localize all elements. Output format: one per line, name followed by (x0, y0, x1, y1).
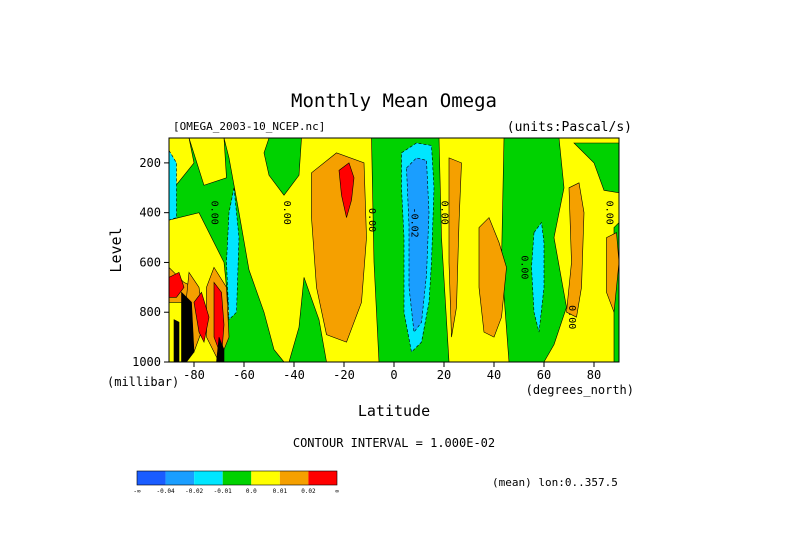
file-label: [OMEGA_2003-10_NCEP.nc] (173, 120, 325, 133)
contour-label: -0.02 (409, 208, 420, 238)
contour-region-25 (173, 319, 180, 363)
x-axis-unit: (degrees_north) (526, 383, 634, 397)
x-axis-title: Latitude (358, 402, 430, 420)
y-axis-title: Level (107, 227, 125, 272)
x-tick-label: 80 (587, 368, 601, 382)
contour-region-23 (193, 291, 210, 344)
colorbar-swatch (279, 471, 309, 485)
contour-region-21 (338, 162, 355, 218)
average-note: (mean) lon:0..357.5 (492, 476, 618, 489)
contour-regions (168, 137, 620, 363)
x-tick-label: 60 (537, 368, 551, 382)
contour-labels: 0.00 0.00 0.00 -0.02 0.00 0.00 0.00 0.00 (209, 201, 615, 330)
y-tick-label: 200 (139, 156, 161, 170)
colorbar-label: -0.02 (185, 488, 203, 495)
contour-label: 0.00 (439, 201, 450, 225)
x-tick-label: -60 (233, 368, 255, 382)
x-tick-label: 20 (437, 368, 451, 382)
contour-label: 0.00 (366, 208, 377, 232)
x-axis: -80 -60 -40 -20 0 20 40 60 80 (183, 362, 601, 382)
colorbar-swatch (137, 471, 166, 485)
colorbar-label: 0.02 (301, 488, 316, 495)
colorbar-frame (136, 470, 338, 486)
contour-region-26 (181, 291, 195, 363)
contour-region-13 (311, 152, 367, 343)
units-label: (units:Pascal/s) (507, 120, 632, 135)
x-tick-label: -40 (283, 368, 305, 382)
x-tick-label: -80 (183, 368, 205, 382)
colorbar-label: ∞ (335, 488, 339, 495)
colorbar-label: 0.0 (246, 488, 257, 495)
colorbar-swatch (165, 471, 195, 485)
colorbar-label: -0.01 (214, 488, 232, 495)
y-tick-label: 1000 (132, 355, 161, 369)
y-axis: 200 400 600 800 1000 (132, 156, 169, 369)
colorbar: -∞ -0.04 -0.02 -0.01 0.0 0.01 0.02 ∞ (133, 470, 339, 495)
y-tick-label: 600 (139, 255, 161, 269)
contour-region-24 (213, 281, 225, 358)
contour-region-20 (606, 232, 620, 313)
contour-region-5 (573, 142, 620, 194)
colorbar-swatch (308, 471, 337, 485)
contour-region-30 (531, 221, 545, 333)
contour-label: 0.00 (604, 201, 615, 225)
contour-region-10 (168, 149, 177, 221)
colorbar-swatch (222, 471, 252, 485)
contour-label: 0.00 (566, 305, 577, 329)
x-tick-label: -20 (333, 368, 355, 382)
contour-region-19 (566, 182, 585, 318)
contour-region-17 (448, 157, 462, 338)
colorbar-label: 0.01 (273, 488, 288, 495)
colorbar-label: -0.04 (157, 488, 175, 495)
x-tick-label: 40 (487, 368, 501, 382)
contour-region-29 (406, 157, 430, 333)
colorbar-swatch (194, 471, 223, 485)
contour-label: 0.00 (519, 255, 530, 279)
contour-label: 0.00 (281, 201, 292, 225)
colorbar-swatch (251, 471, 280, 485)
contour-interval-text: CONTOUR INTERVAL = 1.000E-02 (293, 436, 495, 450)
colorbar-label: -∞ (133, 488, 141, 495)
plot-area: 0.00 0.00 0.00 -0.02 0.00 0.00 0.00 0.00 (168, 137, 620, 363)
contour-region-11 (226, 187, 240, 321)
y-tick-label: 400 (139, 206, 161, 220)
y-tick-label: 800 (139, 305, 161, 319)
contour-label: 0.00 (209, 201, 220, 225)
x-tick-label: 0 (390, 368, 397, 382)
y-axis-unit: (millibar) (107, 375, 179, 389)
contour-region-18 (478, 217, 507, 338)
chart-title: Monthly Mean Omega (291, 90, 497, 112)
